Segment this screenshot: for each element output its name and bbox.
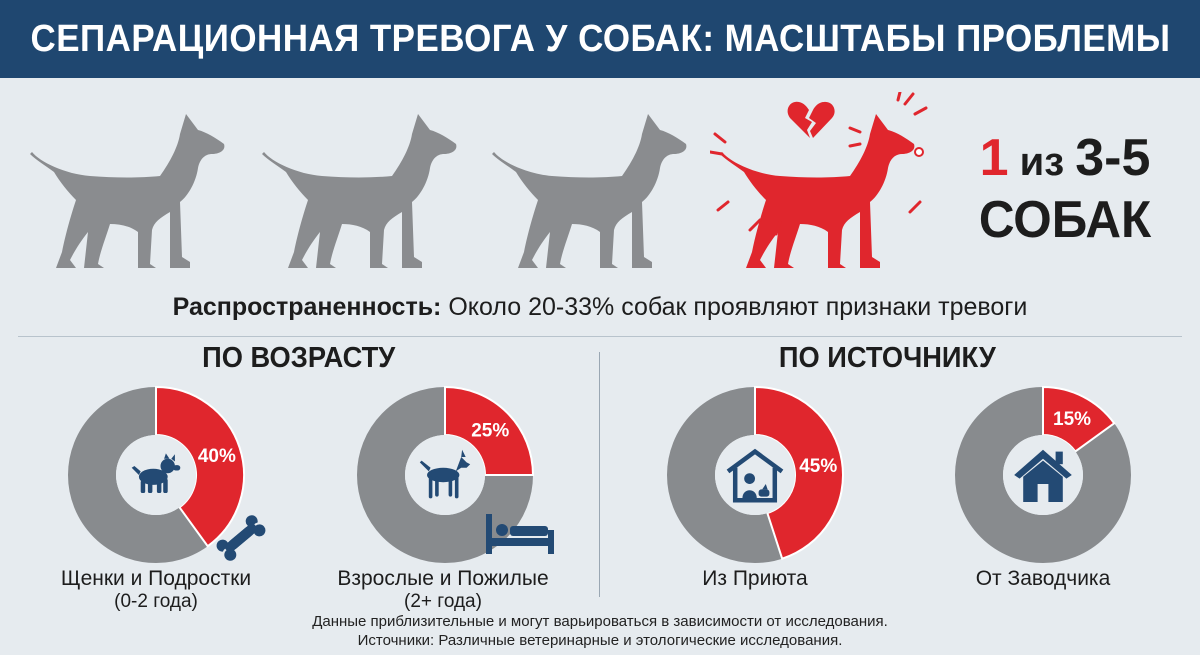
donut-percent-label: 15%	[1053, 409, 1091, 430]
donut-hole	[715, 435, 795, 515]
prevalence-line: Распространенность: Около 20-33% собак п…	[0, 293, 1200, 322]
caption-title: Из Приюта	[702, 567, 808, 590]
big-stat: 1 из 3-5 СОБАК	[940, 132, 1190, 246]
caption-sub: (0-2 года)	[114, 591, 198, 613]
dogs-illustration	[20, 90, 1200, 297]
donut-chart-adults: 25%	[355, 385, 535, 565]
caption-breeder: От Заводчика	[943, 567, 1143, 591]
page-title: СЕПАРАЦИОННАЯ ТРЕВОГА У СОБАК: МАСШТАБЫ …	[30, 17, 1170, 60]
caption-title: Щенки и Подростки	[60, 567, 252, 590]
footer-disclaimer: Данные приблизительные и могут варьирова…	[312, 613, 888, 630]
donut-value-segment	[444, 385, 535, 476]
donut-percent-label: 25%	[471, 421, 509, 442]
big-stat-dogs: СОБАК	[978, 191, 1152, 249]
donut-svg: 15%	[955, 385, 1131, 563]
donut-chart-puppies: 40%	[66, 385, 246, 565]
puppy-icon	[131, 453, 181, 493]
caption-shelter: Из Приюта	[655, 567, 855, 591]
donut-chart-shelter: 45%	[665, 385, 845, 565]
anxious-red-dog-icon	[708, 90, 930, 292]
gray-dog-icon	[482, 92, 702, 292]
prevalence-text: Около 20-33% собак проявляют признаки тр…	[441, 293, 1028, 321]
broken-heart-icon	[787, 101, 835, 138]
title-banner: СЕПАРАЦИОННАЯ ТРЕВОГА У СОБАК: МАСШТАБЫ …	[0, 0, 1200, 78]
donut-percent-label: 45%	[799, 456, 837, 477]
footer-note: Данные приблизительные и могут варьирова…	[0, 613, 1200, 651]
donut-chart-breeder: 15%	[953, 385, 1133, 565]
gray-dog-icon	[20, 92, 240, 292]
big-stat-from: из	[1008, 140, 1076, 184]
source-section-title: ПО ИСТОЧНИКУ	[778, 342, 996, 374]
adult-dog-icon	[419, 449, 471, 499]
divider	[18, 336, 1182, 337]
bone-icon	[212, 512, 270, 564]
big-stat-range: 3-5	[1075, 129, 1151, 187]
footer-sources: Источники: Различные ветеринарные и этол…	[357, 631, 843, 649]
age-section-title: ПО ВОЗРАСТУ	[202, 342, 396, 374]
caption-title: Взрослые и Пожилые	[337, 567, 549, 590]
donut-percent-label: 40%	[198, 446, 236, 467]
bed-icon	[484, 512, 556, 556]
caption-sub: (2+ года)	[404, 591, 482, 613]
shelter-icon	[726, 448, 784, 503]
donut-svg: 40%	[68, 385, 245, 563]
donut-svg: 45%	[667, 385, 844, 563]
divider	[599, 352, 600, 597]
prevalence-label: Распространенность:	[172, 293, 442, 321]
gray-dog-icon	[252, 92, 472, 292]
caption-adults: Взрослые и Пожилые (2+ года)	[318, 567, 568, 613]
caption-puppies: Щенки и Подростки (0-2 года)	[46, 567, 266, 613]
house-icon	[1014, 449, 1072, 502]
donut-svg: 25%	[357, 385, 535, 563]
big-stat-one: 1	[979, 129, 1009, 187]
caption-title: От Заводчика	[975, 567, 1111, 590]
